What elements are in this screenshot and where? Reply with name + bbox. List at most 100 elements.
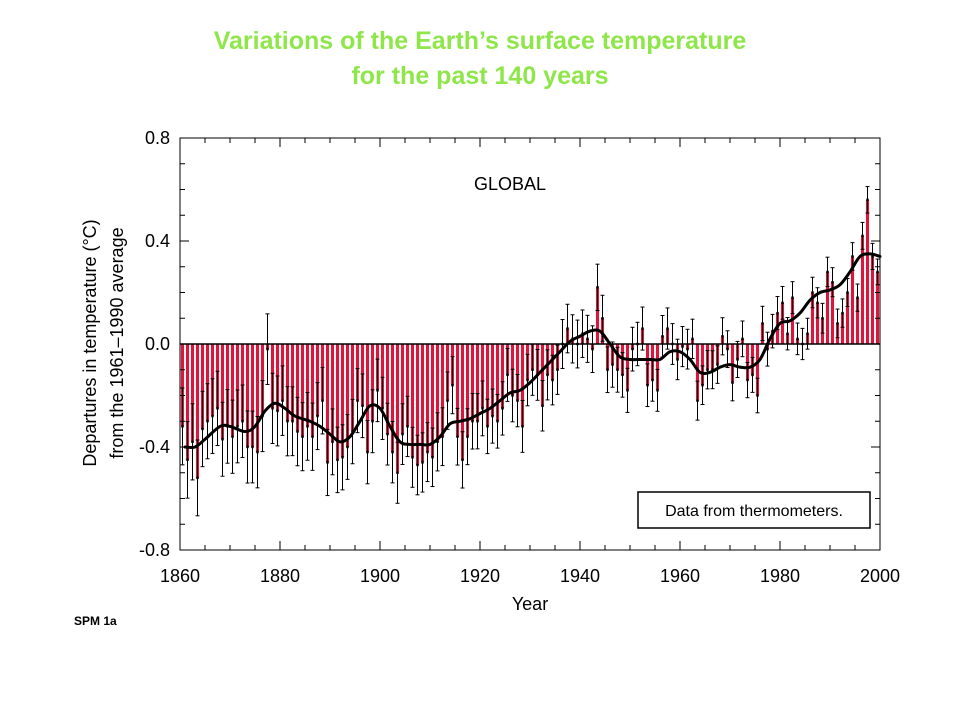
error-bar-1899 [370,389,375,454]
x-tick-label-1960: 1960 [660,566,700,586]
error-bar-1926 [505,347,510,402]
error-bar-1968 [715,345,720,384]
temperature-bar-1990 [825,271,830,344]
temperature-bar-1895 [350,344,355,432]
temperature-bar-1870 [225,344,230,427]
temperature-bar-1906 [405,344,410,427]
temperature-bar-1893 [340,344,345,458]
smoothed-trend-line [183,252,882,450]
error-bar-1950 [625,367,630,413]
chart-annotation: GLOBAL [474,174,546,194]
temperature-bar-1885 [300,344,305,437]
temperature-bar-1965 [700,344,705,386]
temperature-bar-1861 [180,344,185,427]
temperature-bar-1996 [855,297,860,344]
y-tick-label-0: 0.8 [145,128,170,148]
error-bar-1964 [695,380,700,421]
temperature-bar-2000 [875,271,880,344]
error-bar-1929 [520,399,525,453]
error-bar-1871 [230,399,235,474]
temperature-bar-1976 [755,344,760,396]
temperature-bar-1888 [315,344,320,417]
error-bar-1966 [705,350,710,390]
y-tick-label-2: 0.0 [145,334,170,354]
temperature-bar-1912 [435,344,440,442]
error-bars-layer [180,186,880,517]
x-tick-label-1880: 1880 [260,566,300,586]
temperature-bar-1910 [425,344,430,453]
temperature-bar-1865 [200,344,205,429]
error-bar-1915 [450,356,455,415]
error-bar-1882 [285,386,290,457]
temperature-bar-1911 [430,344,435,458]
x-tick-label-1980: 1980 [760,566,800,586]
error-bar-1900 [375,358,380,423]
error-bar-1909 [420,432,425,493]
temperature-bar-1866 [205,344,210,422]
temperature-bar-1876 [255,344,260,453]
error-bar-1888 [315,382,320,451]
error-bar-1863 [190,403,195,481]
error-bar-1960 [675,338,680,381]
error-bar-1862 [185,421,190,499]
error-bar-1972 [735,340,740,378]
error-bar-1864 [195,439,200,517]
temperature-bar-1890 [325,344,330,463]
temperature-bar-1901 [380,344,385,409]
error-bar-1984 [795,322,800,356]
error-bar-1891 [330,408,335,476]
temperature-bar-1928 [515,344,520,401]
error-bar-1907 [410,426,415,488]
error-bar-1898 [365,420,370,485]
temperature-bar-1902 [385,344,390,435]
temperature-bar-1905 [400,344,405,435]
y-tick-label-3: -0.4 [139,437,170,457]
error-bar-1873 [240,384,245,458]
temperature-bar-1908 [415,344,420,466]
error-bar-1935 [550,354,555,406]
temperature-bar-1918 [465,344,470,437]
error-bar-1944 [595,263,600,312]
temperature-bar-1987 [810,292,815,344]
x-tick-label-1860: 1860 [160,566,200,586]
error-bar-1868 [215,370,220,447]
error-bar-1928 [515,374,520,428]
legend-box: Data from thermometers. [637,491,871,529]
temperature-bar-1964 [695,344,700,401]
slide-title-line-1: Variations of the Earth’s surface temper… [213,27,747,55]
y-axis-label-line-2: from the 1961–1990 average [107,227,127,458]
error-bar-1997 [860,221,865,250]
temperature-bar-1873 [240,344,245,422]
error-bar-1953 [640,306,645,351]
temperature-bar-1891 [330,344,335,442]
error-bar-1923 [490,388,495,444]
temperature-bar-1995 [850,256,855,344]
error-bar-1912 [435,412,440,472]
x-tick-label-1940: 1940 [560,566,600,586]
error-bar-1943 [590,325,595,374]
error-bar-1874 [245,410,250,484]
y-axis-label-line-1: Departures in temperature (°C) [80,219,100,466]
error-bar-1876 [255,415,260,489]
y-tick-label-4: -0.8 [139,540,170,560]
axis-ticks: 1860 1880 1900 1920 1940 1960 1980 2000 0.8 0.4 0.… [139,128,900,586]
temperature-bar-1886 [305,344,310,427]
error-bar-1869 [220,401,225,477]
error-bar-1975 [750,356,755,393]
error-bar-1999 [870,242,875,271]
error-bar-1875 [250,410,255,484]
slide-title-line-2: for the past 140 years [351,62,609,90]
error-bar-1989 [820,302,825,334]
temperature-bar-1872 [235,344,240,427]
error-bar-1893 [340,424,345,491]
temperature-bar-1950 [625,344,630,391]
error-bar-1990 [825,256,830,288]
temperature-bar-1903 [390,344,395,453]
error-bar-1906 [405,395,410,458]
error-bar-1892 [335,426,340,494]
temperature-bar-1956 [655,344,660,391]
error-bar-1896 [355,368,360,434]
error-bar-1901 [380,376,385,440]
error-bar-1927 [510,368,515,423]
temperature-bar-1913 [440,344,445,437]
